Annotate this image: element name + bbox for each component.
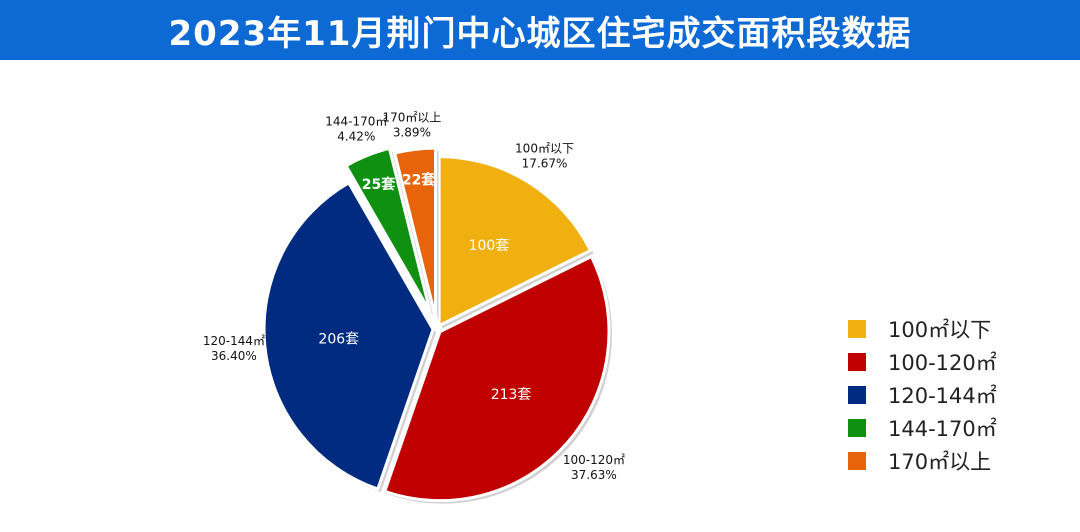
pie-slice: [383, 255, 611, 503]
legend: 100㎡以下 100-120㎡ 120-144㎡ 144-170㎡ 170㎡以上: [848, 312, 997, 477]
legend-label: 170㎡以上: [888, 449, 992, 474]
pie-slices: [262, 146, 613, 504]
slice-percent-label: 37.63%: [571, 468, 617, 482]
pie-slice: [437, 155, 592, 328]
legend-item: 170㎡以上: [848, 444, 997, 477]
slice-value-label: 22套: [402, 172, 435, 189]
slice-value-label: 213套: [491, 387, 532, 403]
legend-swatch: [848, 451, 866, 470]
legend-label: 120-144㎡: [888, 383, 997, 408]
slice-category-label: 100㎡以下: [515, 142, 574, 156]
slice-category-label: 144-170㎡: [325, 115, 387, 129]
legend-item: 100-120㎡: [848, 345, 997, 378]
legend-label: 100-120㎡: [888, 350, 997, 375]
legend-swatch: [848, 352, 866, 371]
pie-slice: [344, 146, 432, 314]
slice-category-label: 120-144㎡: [203, 334, 265, 348]
page-title: 2023年11月荆门中心城区住宅成交面积段数据: [168, 13, 912, 54]
pie-slice: [262, 181, 435, 491]
value-labels: 100套 213套 206套 25套 22套: [318, 172, 531, 404]
slice-percent-label: 36.40%: [211, 349, 257, 363]
legend-swatch: [848, 418, 866, 437]
legend-item: 100㎡以下: [848, 312, 997, 345]
pie-slice: [393, 146, 438, 319]
legend-item: 144-170㎡: [848, 411, 997, 444]
legend-swatch: [848, 319, 866, 338]
legend-item: 120-144㎡: [848, 378, 997, 411]
title-bar: 2023年11月荆门中心城区住宅成交面积段数据: [0, 0, 1080, 60]
slice-category-label: 100-120㎡: [563, 453, 625, 467]
legend-swatch: [848, 385, 866, 404]
slice-percent-label: 4.42%: [337, 130, 375, 144]
legend-label: 100㎡以下: [888, 317, 992, 342]
slice-category-label: 170㎡以上: [382, 111, 441, 125]
slice-percent-label: 17.67%: [522, 157, 568, 171]
slice-value-label: 206套: [318, 331, 359, 347]
legend-label: 144-170㎡: [888, 416, 997, 441]
slice-percent-label: 3.89%: [393, 126, 431, 140]
slice-value-label: 25套: [362, 176, 395, 193]
slice-value-label: 100套: [469, 238, 510, 254]
